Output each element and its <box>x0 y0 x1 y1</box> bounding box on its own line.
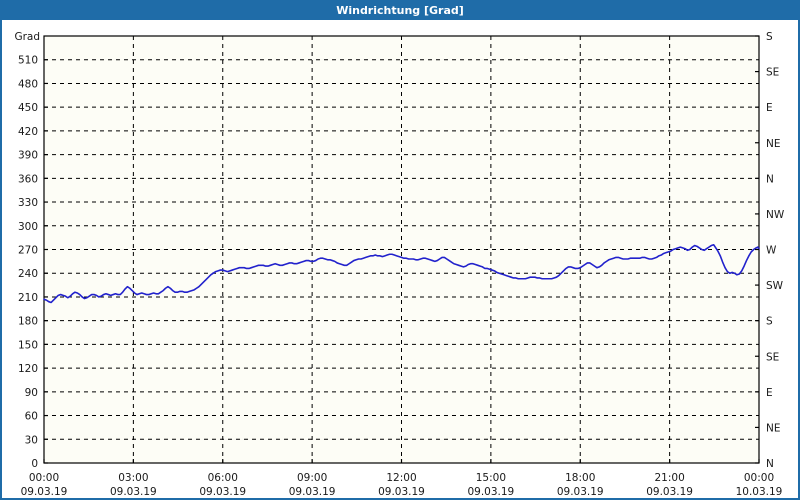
x-axis-date-label: 09.03.19 <box>378 486 425 498</box>
x-axis-date-label: 09.03.19 <box>110 486 157 498</box>
left-axis-tick-label: 60 <box>25 411 38 423</box>
right-axis-tick-label: NE <box>766 422 781 434</box>
right-axis-tick-label: SE <box>766 67 779 79</box>
x-axis-time-label: 00:00 <box>29 472 59 484</box>
x-axis-time-label: 06:00 <box>208 472 238 484</box>
right-axis-tick-label: S <box>766 31 773 43</box>
x-axis-date-label: 09.03.19 <box>199 486 246 498</box>
x-axis-time-label: 09:00 <box>297 472 327 484</box>
left-axis-tick-label: 480 <box>18 78 38 90</box>
right-axis-tick-label: SE <box>766 351 779 363</box>
left-axis-tick-label: 90 <box>25 387 38 399</box>
left-axis-tick-label: 420 <box>18 126 38 138</box>
right-axis-tick-label: SW <box>766 280 784 292</box>
x-axis-time-labels: 00:00 03:00 06:00 09:00 12:00 15:00 18:00 21:00… <box>29 472 774 484</box>
left-axis-tick-label: 270 <box>18 245 38 257</box>
left-axis-tick-label: 0 <box>31 458 38 470</box>
right-axis-tick-label: N <box>766 458 774 470</box>
left-axis-tick-label: 240 <box>18 268 38 280</box>
x-axis-time-label: 03:00 <box>118 472 148 484</box>
left-axis-tick-label: 510 <box>18 55 38 67</box>
left-axis-tick-labels: 0 30 60 90 120 150 180 210 240 270 300 330 360 390 420… <box>18 55 38 470</box>
x-axis-date-label: 10.03.19 <box>736 486 783 498</box>
right-axis-tick-label: NE <box>766 138 781 150</box>
chart-canvas: Grad 0 30 60 90 120 150 180 210 240 270 300 330 360 3… <box>2 20 798 498</box>
left-axis-tick-label: 390 <box>18 150 38 162</box>
right-axis-tick-labels: N NE E SE S SW W NW N NE E SE S <box>766 31 785 470</box>
right-axis-tick-label: E <box>766 387 773 399</box>
vertical-gridlines <box>132 36 671 463</box>
right-axis-tick-label: S <box>766 316 773 328</box>
right-axis-tick-label: E <box>766 102 773 114</box>
x-axis-time-label: 21:00 <box>654 472 684 484</box>
horizontal-gridlines <box>44 59 759 440</box>
left-axis-tick-marks <box>44 59 48 464</box>
x-axis-date-label: 09.03.19 <box>21 486 68 498</box>
right-axis-tick-label: N <box>766 173 774 185</box>
x-axis-date-label: 09.03.19 <box>646 486 693 498</box>
left-axis-tick-label: 300 <box>18 221 38 233</box>
right-axis-tick-label: W <box>766 245 777 257</box>
left-axis-tick-label: 450 <box>18 102 38 114</box>
wind-direction-series <box>43 243 760 304</box>
chart-svg: Grad 0 30 60 90 120 150 180 210 240 270 300 330 360 3… <box>14 31 785 498</box>
x-axis-time-label: 00:00 <box>744 472 774 484</box>
left-axis-tick-label: 30 <box>25 434 38 446</box>
left-axis-tick-label: 120 <box>18 363 38 375</box>
x-axis-date-label: 09.03.19 <box>289 486 336 498</box>
x-axis-date-label: 09.03.19 <box>467 486 514 498</box>
x-axis-date-label: 09.03.19 <box>557 486 604 498</box>
x-axis-date-labels: 09.03.19 09.03.19 09.03.19 09.03.19 09.03.19… <box>21 486 783 498</box>
x-axis-time-label: 15:00 <box>476 472 506 484</box>
x-axis-tick-marks <box>43 459 760 463</box>
right-axis-tick-label: NW <box>766 209 785 221</box>
left-axis-tick-label: 360 <box>18 173 38 185</box>
window-title: Windrichtung [Grad] <box>2 2 798 20</box>
left-axis-tick-label: 330 <box>18 197 38 209</box>
x-axis-time-label: 18:00 <box>565 472 595 484</box>
left-axis-tick-label: 150 <box>18 339 38 351</box>
x-axis-time-label: 12:00 <box>386 472 416 484</box>
right-axis-tick-marks <box>755 35 759 464</box>
left-axis-unit-label: Grad <box>14 31 40 43</box>
left-axis-tick-label: 210 <box>18 292 38 304</box>
left-axis-tick-label: 180 <box>18 316 38 328</box>
